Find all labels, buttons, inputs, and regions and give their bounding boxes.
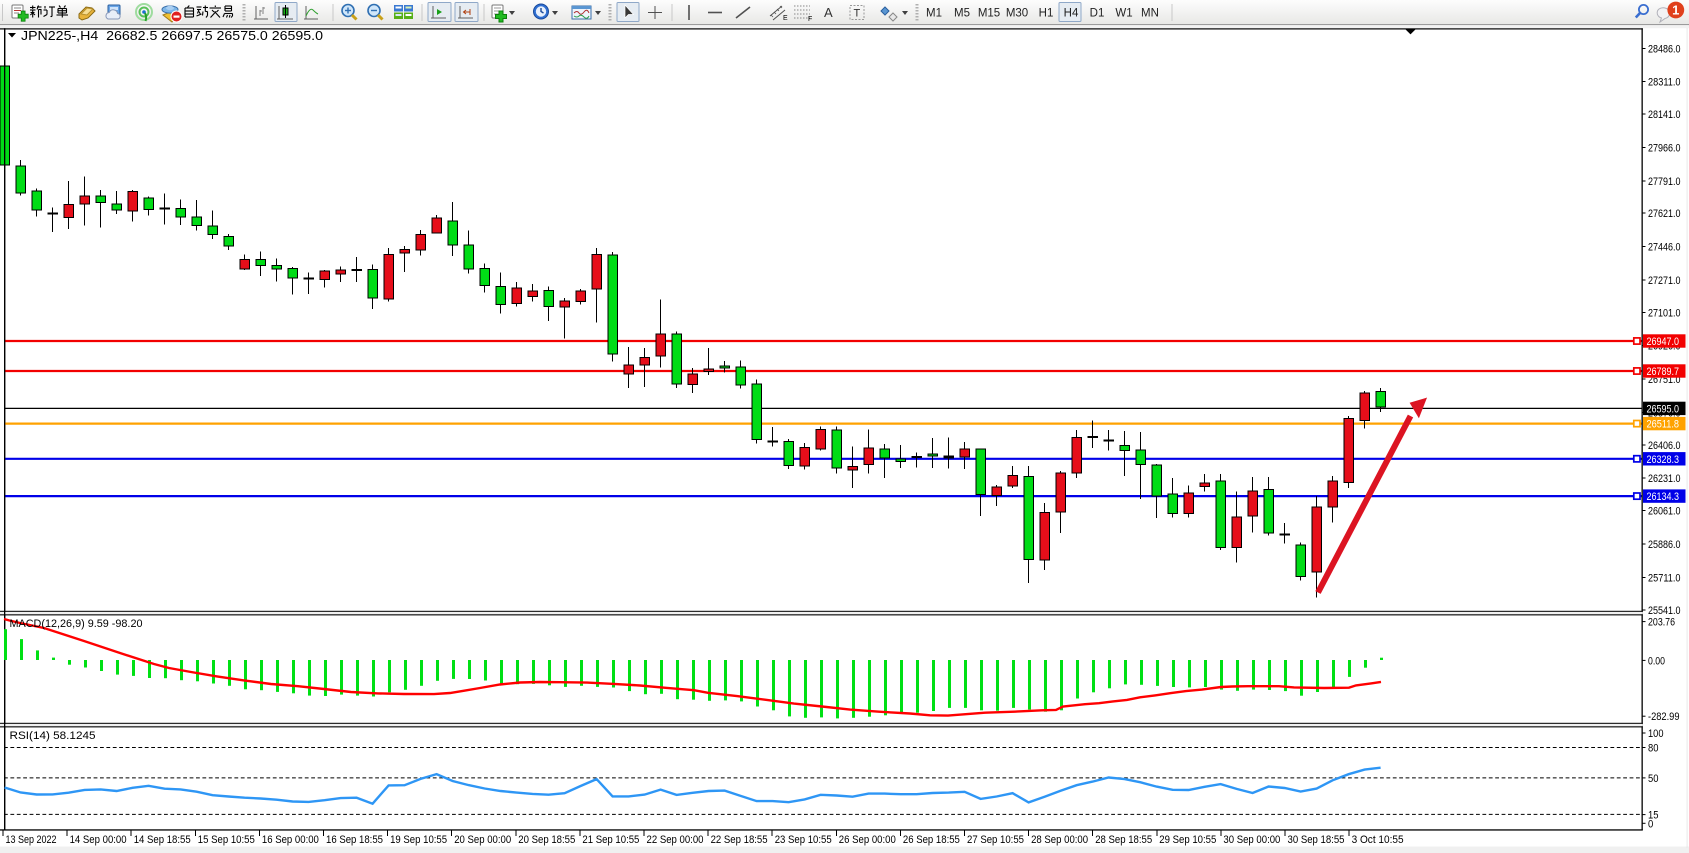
svg-text:20 Sep 00:00: 20 Sep 00:00	[454, 834, 511, 846]
svg-text:E: E	[783, 15, 788, 22]
svg-text:26134.3: 26134.3	[1647, 491, 1680, 503]
svg-text:30 Sep 18:55: 30 Sep 18:55	[1288, 834, 1345, 846]
svg-text:26 Sep 18:55: 26 Sep 18:55	[903, 834, 960, 846]
svg-text:0: 0	[1648, 818, 1653, 830]
svg-text:19 Sep 10:55: 19 Sep 10:55	[390, 834, 447, 846]
svg-text:0.00: 0.00	[1648, 655, 1665, 667]
svg-text:25886.0: 25886.0	[1648, 539, 1681, 551]
svg-text:26231.0: 26231.0	[1648, 473, 1681, 485]
svg-text:MACD(12,26,9) 9.59 -98.20: MACD(12,26,9) 9.59 -98.20	[10, 618, 143, 630]
svg-text:D1: D1	[1090, 8, 1105, 20]
svg-text:M5: M5	[954, 8, 970, 20]
svg-text:27 Sep 10:55: 27 Sep 10:55	[967, 834, 1024, 846]
svg-text:27966.0: 27966.0	[1648, 142, 1681, 154]
svg-text:29 Sep 10:55: 29 Sep 10:55	[1159, 834, 1216, 846]
svg-text:16 Sep 18:55: 16 Sep 18:55	[326, 834, 383, 846]
svg-text:50: 50	[1648, 773, 1659, 785]
svg-text:27271.0: 27271.0	[1648, 275, 1681, 287]
svg-text:H4: H4	[1064, 8, 1079, 20]
svg-text:MN: MN	[1141, 8, 1159, 20]
svg-text:22 Sep 18:55: 22 Sep 18:55	[711, 834, 768, 846]
svg-text:26789.7: 26789.7	[1647, 366, 1680, 378]
svg-text:15 Sep 10:55: 15 Sep 10:55	[198, 834, 255, 846]
svg-text:14 Sep 18:55: 14 Sep 18:55	[134, 834, 191, 846]
svg-text:F: F	[808, 16, 812, 23]
svg-text:3 Oct 10:55: 3 Oct 10:55	[1352, 834, 1404, 846]
svg-text:27791.0: 27791.0	[1648, 176, 1681, 188]
svg-text:26947.0: 26947.0	[1647, 336, 1680, 348]
svg-text:30 Sep 00:00: 30 Sep 00:00	[1223, 834, 1280, 846]
svg-text:27446.0: 27446.0	[1648, 242, 1681, 254]
svg-text:20 Sep 18:55: 20 Sep 18:55	[518, 834, 575, 846]
svg-text:M30: M30	[1006, 8, 1028, 20]
svg-text:26328.3: 26328.3	[1647, 454, 1680, 466]
svg-text:M1: M1	[926, 8, 942, 20]
svg-text:80: 80	[1648, 743, 1659, 755]
svg-text:25541.0: 25541.0	[1648, 605, 1681, 617]
svg-text:15: 15	[1648, 810, 1659, 822]
svg-text:28486.0: 28486.0	[1648, 43, 1681, 55]
svg-text:JPN225-,H4 26682.5 26697.5 26: JPN225-,H4 26682.5 26697.5 26575.0 26595…	[21, 28, 323, 43]
svg-text:T: T	[854, 8, 861, 20]
svg-text:203.76: 203.76	[1648, 617, 1675, 629]
svg-text:22 Sep 00:00: 22 Sep 00:00	[647, 834, 704, 846]
svg-text:27621.0: 27621.0	[1648, 208, 1681, 220]
svg-text:27101.0: 27101.0	[1648, 307, 1681, 319]
svg-text:26061.0: 26061.0	[1648, 506, 1681, 518]
svg-text:13 Sep 2022: 13 Sep 2022	[6, 834, 57, 846]
svg-text:16 Sep 00:00: 16 Sep 00:00	[262, 834, 319, 846]
svg-text:26 Sep 00:00: 26 Sep 00:00	[839, 834, 896, 846]
svg-text:14 Sep 00:00: 14 Sep 00:00	[70, 834, 127, 846]
svg-text:RSI(14) 58.1245: RSI(14) 58.1245	[10, 730, 96, 742]
svg-text:100: 100	[1648, 728, 1664, 740]
svg-text:21 Sep 10:55: 21 Sep 10:55	[582, 834, 639, 846]
svg-text:28 Sep 18:55: 28 Sep 18:55	[1095, 834, 1152, 846]
svg-text:28141.0: 28141.0	[1648, 109, 1681, 121]
svg-text:A: A	[824, 5, 833, 20]
svg-text:26511.8: 26511.8	[1647, 419, 1680, 431]
svg-text:25711.0: 25711.0	[1648, 572, 1681, 584]
svg-text:W1: W1	[1115, 8, 1132, 20]
svg-text:26406.0: 26406.0	[1648, 440, 1681, 452]
svg-text:M15: M15	[978, 8, 1000, 20]
svg-text:1: 1	[1672, 3, 1679, 18]
svg-text:28 Sep 00:00: 28 Sep 00:00	[1031, 834, 1088, 846]
svg-text:23 Sep 10:55: 23 Sep 10:55	[775, 834, 832, 846]
svg-text:H1: H1	[1039, 8, 1054, 20]
svg-text:26595.0: 26595.0	[1647, 403, 1680, 415]
svg-text:-282.99: -282.99	[1648, 711, 1680, 723]
svg-text:28311.0: 28311.0	[1648, 77, 1681, 89]
